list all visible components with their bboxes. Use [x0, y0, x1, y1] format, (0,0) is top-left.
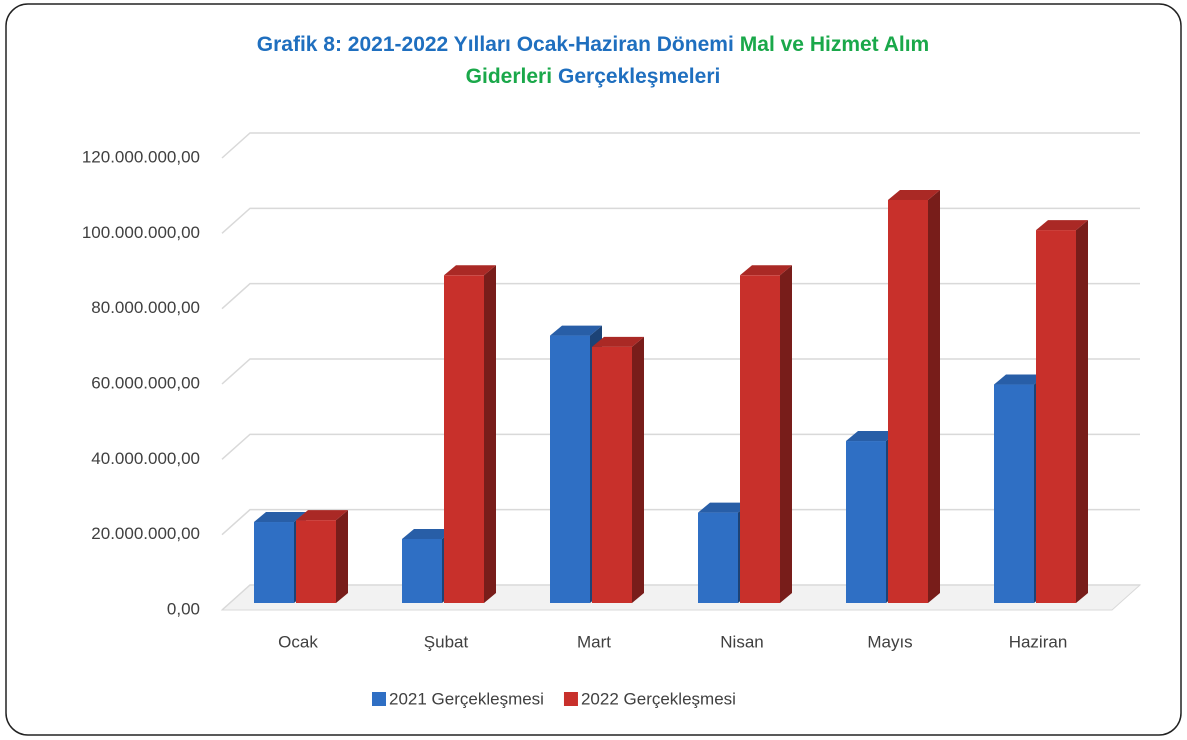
bar-front [888, 199, 928, 603]
legend-swatch [563, 692, 578, 706]
bar-side [780, 265, 792, 603]
bar [888, 189, 940, 603]
grid-line [221, 584, 1140, 611]
y-tick-label: 100.000.000,00 [82, 223, 200, 242]
x-tick-label: Nisan [720, 632, 763, 651]
bar-side [632, 336, 644, 603]
chart-title: Grafik 8: 2021-2022 Yılları Ocak-Haziran… [257, 33, 929, 56]
legend-label: 2021 Gerçekleşmesi [389, 689, 544, 708]
bar [1036, 220, 1088, 603]
bar-top [846, 431, 898, 442]
y-tick-label: 60.000.000,00 [91, 373, 200, 392]
legend-label: 2022 Gerçekleşmesi [581, 689, 736, 708]
bar-front [740, 275, 780, 603]
legend-swatch [372, 692, 386, 706]
x-tick-label: Ocak [278, 632, 318, 651]
bar-top [1036, 220, 1088, 231]
bar-front [296, 520, 336, 603]
bar-top [444, 265, 496, 276]
bar [444, 265, 496, 603]
bar-top [740, 265, 792, 276]
bar-side [336, 510, 348, 603]
grid-line [221, 207, 1140, 234]
bar-side [928, 189, 940, 603]
y-tick-label: 40.000.000,00 [91, 449, 200, 468]
bar-side [1076, 220, 1088, 603]
bar-top [296, 510, 348, 521]
grid-line [221, 508, 1140, 536]
bar-front [592, 346, 632, 603]
x-tick-label: Şubat [424, 632, 469, 651]
title-part: Giderleri [466, 65, 552, 88]
title-part: Grafik 8: 2021-2022 Yılları Ocak-Haziran… [257, 33, 734, 56]
bar-front [550, 335, 590, 603]
bar [296, 510, 348, 603]
bar-top [592, 336, 644, 347]
bar-top [698, 502, 750, 513]
grid-line [221, 282, 1140, 310]
bar-side [484, 265, 496, 603]
grid-line [221, 358, 1140, 385]
chart-title: Giderleri Gerçekleşmeleri [466, 65, 721, 88]
bar-front [994, 384, 1034, 603]
y-tick-label: 120.000.000,00 [82, 147, 200, 166]
y-tick-label: 80.000.000,00 [91, 298, 200, 317]
bar-front [846, 441, 886, 603]
grid-line [221, 433, 1140, 460]
grid-line [221, 132, 1140, 159]
title-part: Gerçekleşmeleri [558, 65, 720, 88]
bar-top [994, 374, 1046, 385]
x-tick-label: Mayıs [867, 632, 912, 651]
y-tick-label: 20.000.000,00 [91, 524, 200, 543]
x-tick-label: Mart [577, 632, 611, 651]
title-part: Mal ve Hizmet Alım [740, 33, 929, 56]
bar [740, 265, 792, 603]
bar-front [1036, 230, 1076, 603]
bar-front [254, 522, 294, 603]
bar-front [444, 275, 484, 603]
y-tick-label: 0,00 [167, 599, 200, 618]
bar-front [698, 512, 738, 603]
bar-front [402, 538, 442, 603]
bar-top [550, 325, 602, 336]
bar-top [888, 189, 940, 200]
bar-top [402, 528, 454, 539]
x-tick-label: Haziran [1009, 632, 1068, 651]
bar-top [254, 512, 306, 523]
bar [592, 336, 644, 603]
